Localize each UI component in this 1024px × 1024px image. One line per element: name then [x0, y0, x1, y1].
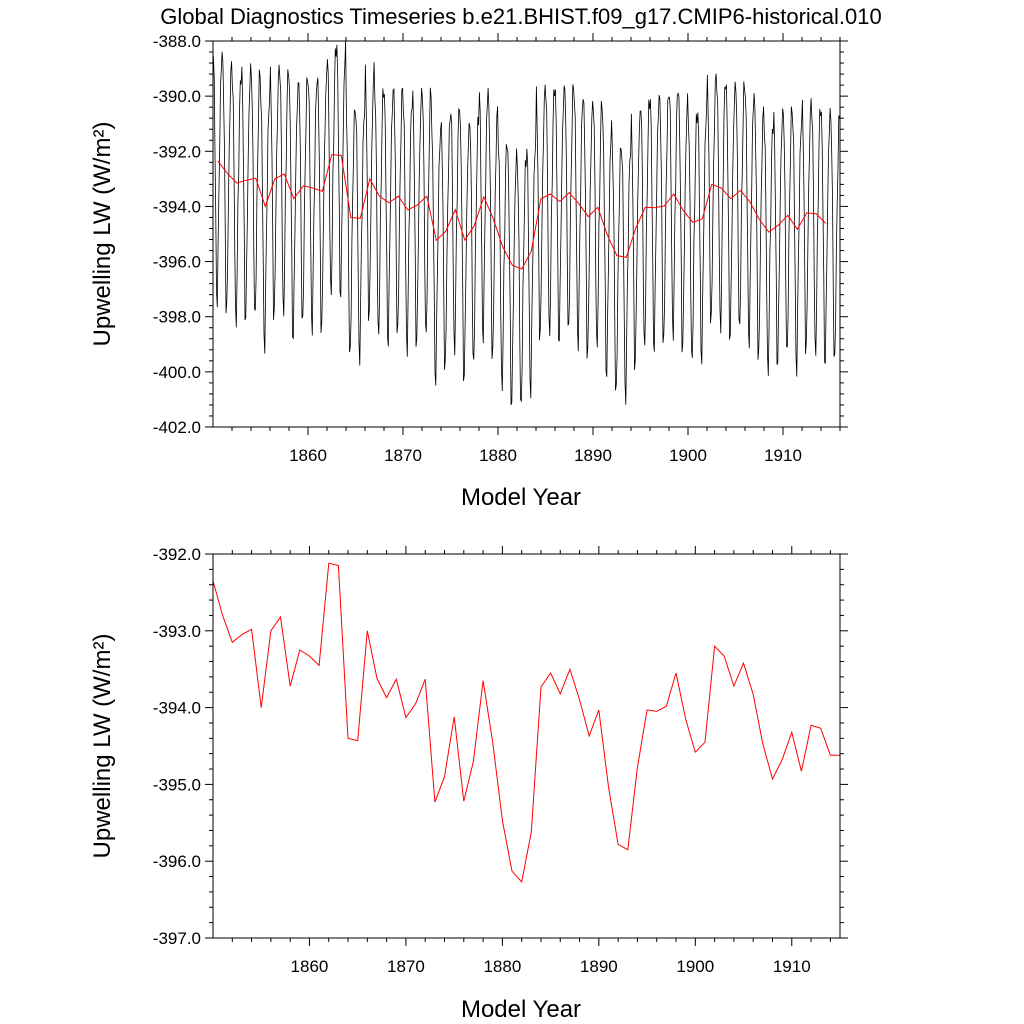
y-tick-label: -388.0	[153, 32, 201, 51]
top-monthly-series-line	[213, 40, 840, 405]
top-tick-marks	[205, 33, 848, 435]
y-tick-label: -402.0	[153, 418, 201, 437]
y-tick-label: -392.0	[153, 545, 201, 564]
top-annual-series-line	[217, 154, 827, 270]
top-y-tick-labels: -402.0 -400.0 -398.0 -396.0 -394.0 -392.0 -390…	[153, 32, 201, 437]
y-tick-label: -392.0	[153, 142, 201, 161]
x-tick-label: 1910	[773, 957, 811, 976]
bottom-x-tick-labels: 1860 1870 1880 1890 1900 1910	[291, 957, 811, 976]
x-tick-label: 1860	[289, 446, 327, 465]
x-tick-label: 1910	[764, 446, 802, 465]
x-tick-label: 1880	[479, 446, 517, 465]
x-tick-label: 1890	[580, 957, 618, 976]
top-y-axis-label: Upwelling LW (W/m²)	[89, 122, 116, 347]
y-tick-label: -393.0	[153, 622, 201, 641]
x-tick-label: 1890	[574, 446, 612, 465]
bottom-y-tick-labels: -397.0 -396.0 -395.0 -394.0 -393.0 -392.0	[153, 545, 201, 948]
y-tick-label: -398.0	[153, 308, 201, 327]
y-tick-label: -396.0	[153, 253, 201, 272]
top-x-tick-labels: 1860 1870 1880 1890 1900 1910	[289, 446, 802, 465]
x-tick-label: 1860	[291, 957, 329, 976]
bottom-annual-series-line	[212, 562, 840, 883]
bottom-x-axis-label: Model Year	[461, 996, 581, 1023]
x-tick-label: 1880	[483, 957, 521, 976]
top-plot-frame	[212, 40, 841, 428]
y-tick-label: -400.0	[153, 363, 201, 382]
top-x-axis-label: Model Year	[461, 484, 581, 511]
figure-title: Global Diagnostics Timeseries b.e21.BHIS…	[160, 4, 881, 29]
x-tick-label: 1900	[676, 957, 714, 976]
y-tick-label: -390.0	[153, 87, 201, 106]
y-tick-label: -396.0	[153, 852, 201, 871]
x-tick-label: 1900	[669, 446, 707, 465]
y-tick-label: -395.0	[153, 775, 201, 794]
x-tick-label: 1870	[384, 446, 422, 465]
top-panel: -402.0 -400.0 -398.0 -396.0 -394.0 -392.0 -390…	[89, 32, 848, 511]
bottom-tick-marks	[205, 546, 848, 946]
y-tick-label: -397.0	[153, 929, 201, 948]
y-tick-label: -394.0	[153, 197, 201, 216]
bottom-y-axis-label: Upwelling LW (W/m²)	[89, 634, 116, 859]
bottom-panel: -397.0 -396.0 -395.0 -394.0 -393.0 -392.0 186…	[89, 545, 848, 1023]
bottom-plot-frame	[212, 553, 841, 939]
y-tick-label: -394.0	[153, 699, 201, 718]
x-tick-label: 1870	[387, 957, 425, 976]
